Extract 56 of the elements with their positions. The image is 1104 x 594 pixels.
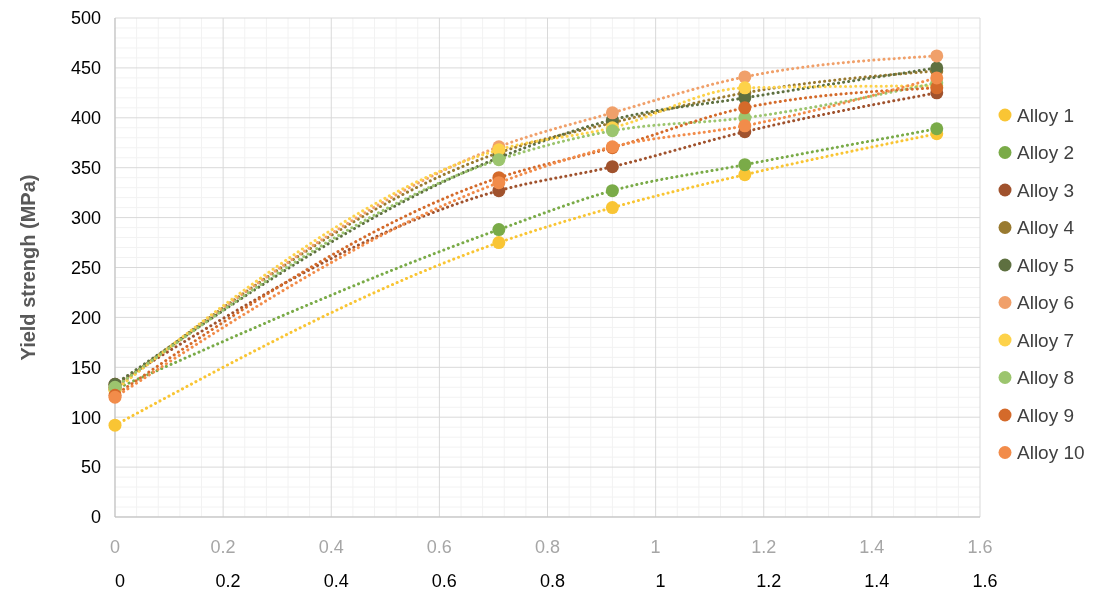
x-tick-label: 0.2	[210, 537, 236, 557]
x2-tick-label: 1.6	[972, 571, 998, 591]
y-tick-label: 250	[70, 257, 101, 278]
x-tick-label: 1	[650, 537, 661, 557]
x-tick-label: 0.6	[426, 537, 452, 557]
point	[108, 418, 122, 432]
y-tick-label: 300	[70, 207, 101, 228]
point	[492, 236, 506, 250]
x2-tick-label: 0.8	[539, 571, 566, 591]
legend-label: Alloy 8	[1017, 367, 1075, 389]
point	[930, 122, 944, 136]
point	[738, 158, 752, 172]
legend-label: Alloy 2	[1017, 142, 1075, 164]
point	[930, 71, 944, 85]
x2-tick-label: 1	[655, 571, 666, 591]
y-tick-label: 350	[70, 158, 101, 178]
y-tick-label: 150	[70, 357, 101, 378]
y-tick-label: 50	[80, 457, 101, 478]
point	[930, 49, 944, 63]
point	[605, 106, 619, 120]
legend-label: Alloy 3	[1017, 179, 1075, 201]
point	[605, 201, 619, 215]
legend-label: Alloy 10	[1017, 442, 1085, 464]
y-tick-label: 450	[70, 58, 101, 79]
legend-label: Alloy 9	[1017, 404, 1075, 426]
point	[738, 101, 752, 115]
x-tick-label: 0.4	[318, 537, 344, 557]
x-tick-label: 0	[109, 537, 121, 557]
y-tick-label: 200	[70, 307, 101, 328]
y-tick-label: 0	[90, 507, 101, 528]
x2-tick-label: 1.2	[756, 571, 782, 591]
x2-tick-label: 0.2	[215, 571, 241, 591]
x2-tick-label: 1.4	[864, 571, 890, 591]
x-tick-label: 1.4	[859, 537, 885, 557]
x2-tick-label: 0.6	[431, 571, 457, 591]
legend-label: Alloy 6	[1017, 292, 1075, 314]
y-axis-title: Yield strengh (MPa)	[17, 174, 39, 361]
point	[738, 81, 752, 95]
point	[492, 223, 506, 237]
point	[738, 119, 752, 133]
legend-label: Alloy 5	[1017, 254, 1075, 276]
legend-label: Alloy 7	[1017, 329, 1075, 351]
point	[605, 184, 619, 198]
y-tick-label: 500	[70, 8, 101, 29]
x-tick-label: 1.2	[751, 537, 777, 557]
point	[492, 176, 506, 190]
point	[605, 160, 619, 174]
y-tick-label: 100	[70, 407, 101, 428]
x-tick-label: 0.8	[534, 537, 561, 557]
legend-label: Alloy 4	[1017, 217, 1075, 239]
legend-label: Alloy 1	[1017, 104, 1075, 126]
x2-tick-label: 0	[114, 571, 126, 591]
y-tick-label: 400	[70, 108, 101, 129]
x2-tick-label: 0.4	[323, 571, 349, 591]
x-tick-label: 1.6	[967, 537, 993, 557]
point	[738, 70, 752, 84]
